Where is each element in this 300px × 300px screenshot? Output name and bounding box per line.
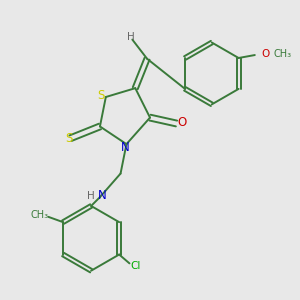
Text: O: O: [261, 49, 269, 58]
Text: H: H: [87, 190, 94, 201]
Text: O: O: [177, 116, 186, 128]
Text: N: N: [121, 141, 129, 154]
Text: S: S: [65, 132, 73, 145]
Text: Cl: Cl: [131, 261, 141, 271]
Text: CH₃: CH₃: [273, 49, 291, 58]
Text: S: S: [97, 89, 104, 102]
Text: N: N: [98, 189, 106, 202]
Text: CH₃: CH₃: [30, 210, 49, 220]
Text: H: H: [127, 32, 135, 42]
